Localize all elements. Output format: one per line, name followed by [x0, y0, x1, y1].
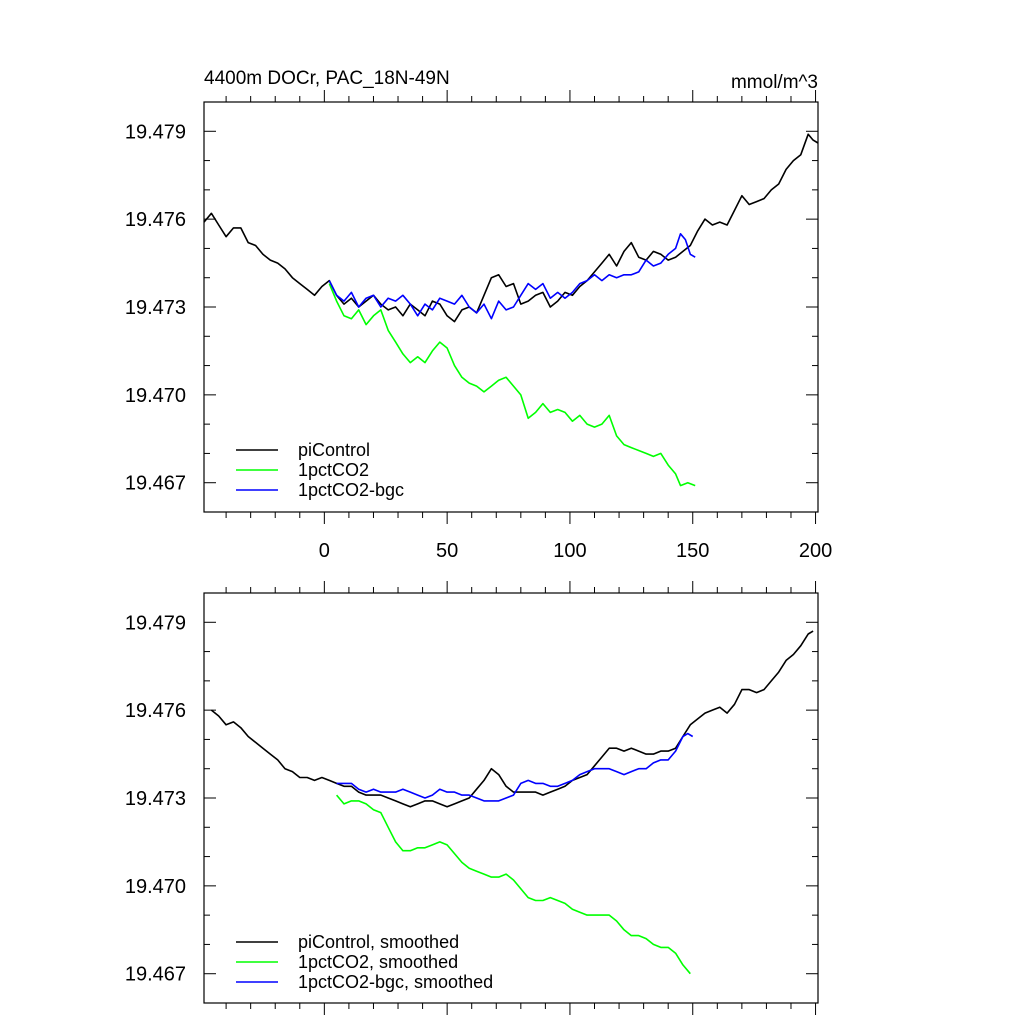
legend: piControl, smoothed 1pctCO2, smoothed 1p…	[236, 932, 493, 992]
tick-marks	[204, 581, 818, 1015]
series-line-1pctco2-smoothed	[335, 794, 691, 975]
data-series	[210, 630, 814, 975]
y-tick-label: 19.479	[125, 612, 186, 634]
y-tick-label: 19.473	[125, 297, 186, 319]
series-line-1pctco2	[328, 283, 696, 487]
legend-label-1pctco2: 1pctCO2	[298, 460, 369, 480]
series-line-picontrol	[203, 133, 819, 323]
units-label: mmol/m^3	[731, 72, 818, 93]
legend-label-1pctco2-smoothed: 1pctCO2, smoothed	[298, 952, 458, 972]
y-tick-labels: 19.467 19.470 19.473 19.476 19.479	[125, 612, 186, 985]
legend: piControl 1pctCO2 1pctCO2-bgc	[236, 440, 404, 500]
data-series	[203, 133, 819, 487]
y-tick-label: 19.470	[125, 876, 186, 898]
x-tick-labels: 0 50 100 150 200	[319, 540, 832, 562]
legend-label-picontrol: piControl	[298, 440, 370, 460]
x-tick-label: 0	[319, 540, 330, 562]
x-tick-label: 100	[553, 540, 586, 562]
series-line-picontrol-smoothed	[210, 630, 814, 808]
y-tick-label: 19.473	[125, 788, 186, 810]
y-tick-label: 19.467	[125, 473, 186, 495]
x-tick-label: 150	[676, 540, 709, 562]
plot-frame	[203, 101, 819, 513]
y-tick-label: 19.476	[125, 700, 186, 722]
series-line-1pctco2-bgc	[328, 233, 696, 320]
y-tick-label: 19.476	[125, 209, 186, 231]
y-tick-labels: 19.467 19.470 19.473 19.476 19.479	[125, 121, 186, 494]
x-tick-label: 200	[799, 540, 832, 562]
plot-frame	[203, 592, 819, 1004]
y-tick-label: 19.479	[125, 121, 186, 143]
series-line-1pctco2-bgc-smoothed	[336, 732, 694, 802]
x-tick-label: 50	[436, 540, 458, 562]
chart-title: 4400m DOCr, PAC_18N-49N	[204, 68, 450, 89]
tick-marks	[204, 90, 818, 524]
y-tick-label: 19.467	[125, 964, 186, 986]
top-panel: 4400m DOCr, PAC_18N-49N mmol/m^3 19.4671…	[125, 68, 832, 562]
legend-label-1pctco2-bgc-smoothed: 1pctCO2-bgc, smoothed	[298, 972, 493, 992]
legend-label-picontrol-smoothed: piControl, smoothed	[298, 932, 459, 952]
y-tick-label: 19.470	[125, 385, 186, 407]
legend-label-1pctco2-bgc: 1pctCO2-bgc	[298, 480, 404, 500]
bottom-panel: 19.467 19.470 19.473 19.476 19.479 piControl…	[125, 581, 819, 1015]
